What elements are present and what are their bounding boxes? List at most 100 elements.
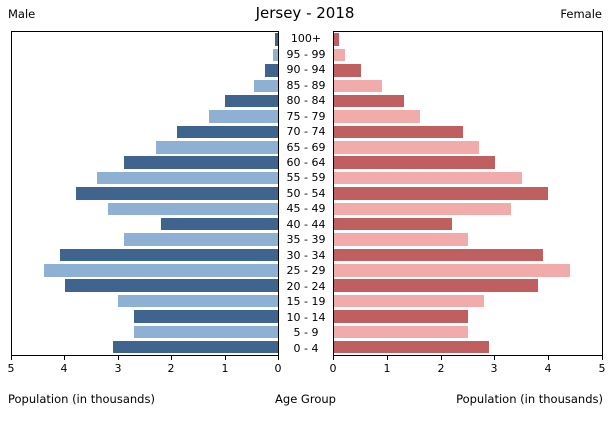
female-bar-row <box>334 201 602 216</box>
female-bar <box>334 264 570 277</box>
male-bar-row <box>12 278 278 293</box>
age-group-label: 85 - 89 <box>286 78 326 92</box>
center-axis-title: Age Group <box>275 392 336 406</box>
chart-title: Jersey - 2018 <box>255 4 355 22</box>
female-bar-row <box>334 340 602 355</box>
age-group-label: 30 - 34 <box>286 248 326 262</box>
female-bar-row <box>334 217 602 232</box>
female-bar <box>334 248 544 262</box>
age-group-label: 100+ <box>290 32 322 46</box>
female-bar <box>334 187 549 200</box>
male-bar-row <box>12 201 278 216</box>
female-bar-row <box>334 94 602 109</box>
male-bar-row <box>12 32 278 47</box>
male-bar <box>43 264 278 277</box>
axis-tick <box>333 356 334 360</box>
female-bar <box>334 294 485 308</box>
axis-tick-label: 1 <box>383 362 391 375</box>
axis-tick-label: 2 <box>437 362 445 375</box>
female-bar <box>334 217 452 231</box>
male-bar-row <box>12 155 278 170</box>
female-bar <box>334 310 468 323</box>
female-bar <box>334 141 479 154</box>
female-plot-area <box>333 31 603 356</box>
male-bar <box>118 294 278 308</box>
axis-tick <box>602 356 603 360</box>
age-group-label: 65 - 69 <box>286 140 326 154</box>
male-bar-row <box>12 170 278 185</box>
male-bar <box>155 141 278 154</box>
female-bar-row <box>334 324 602 339</box>
male-bar-row <box>12 217 278 232</box>
male-bar <box>254 79 278 93</box>
axis-tick-label: 3 <box>490 362 498 375</box>
male-bar <box>107 202 278 216</box>
axis-tick <box>64 356 65 360</box>
female-bar <box>334 94 404 108</box>
age-group-label: 25 - 29 <box>286 264 326 278</box>
male-bar <box>264 64 278 77</box>
axis-tick <box>548 356 549 360</box>
axis-tick <box>171 356 172 360</box>
male-bar <box>123 233 278 246</box>
male-bar <box>123 156 278 169</box>
age-group-label: 15 - 19 <box>286 295 326 309</box>
female-bar-row <box>334 170 602 185</box>
axis-tick-label: 0 <box>329 362 337 375</box>
axis-tick <box>11 356 12 360</box>
female-bar-row <box>334 63 602 78</box>
axis-tick <box>225 356 226 360</box>
age-group-label: 80 - 84 <box>286 94 326 108</box>
age-group-label: 55 - 59 <box>286 171 326 185</box>
male-bar <box>134 325 278 339</box>
female-bar-row <box>334 78 602 93</box>
female-bar-row <box>334 140 602 155</box>
axis-tick <box>387 356 388 360</box>
axis-tick-label: 2 <box>167 362 175 375</box>
axis-tick-label: 0 <box>274 362 282 375</box>
female-bars-container <box>334 32 602 355</box>
female-bar <box>334 202 511 216</box>
male-bar-row <box>12 124 278 139</box>
female-bar <box>334 79 383 93</box>
age-group-label: 45 - 49 <box>286 202 326 216</box>
age-group-label: 90 - 94 <box>286 63 326 77</box>
male-bars-container <box>12 32 278 355</box>
male-bar <box>59 248 278 262</box>
female-bar <box>334 340 490 354</box>
male-bar <box>134 310 278 323</box>
age-group-label: 50 - 54 <box>286 186 326 200</box>
male-bar <box>176 125 278 139</box>
female-bar-row <box>334 155 602 170</box>
age-group-label: 40 - 44 <box>286 217 326 231</box>
age-group-axis: 100+ 95 - 99 90 - 94 85 - 89 80 - 84 75 - 79 7… <box>279 31 333 356</box>
axis-tick-label: 3 <box>114 362 122 375</box>
male-side-label: Male <box>8 7 36 21</box>
male-bar <box>275 33 278 46</box>
age-group-label: 70 - 74 <box>286 125 326 139</box>
male-bar-row <box>12 263 278 278</box>
axis-tick <box>441 356 442 360</box>
female-x-axis: 0 1 2 3 4 5 <box>330 356 606 380</box>
female-bar-row <box>334 109 602 124</box>
axis-tick-label: 1 <box>221 362 229 375</box>
female-bar-row <box>334 309 602 324</box>
male-bar-row <box>12 47 278 62</box>
age-group-label: 20 - 24 <box>286 279 326 293</box>
male-bar-row <box>12 340 278 355</box>
male-bar-row <box>12 94 278 109</box>
axis-tick-label: 5 <box>7 362 15 375</box>
female-bar <box>334 110 420 123</box>
male-bar <box>113 340 278 354</box>
axis-tick <box>278 356 279 360</box>
male-bar-row <box>12 309 278 324</box>
female-bar <box>334 64 361 77</box>
female-bar-row <box>334 263 602 278</box>
female-bar <box>334 171 522 185</box>
male-bar <box>208 110 278 123</box>
age-group-label: 95 - 99 <box>286 47 326 61</box>
male-bar <box>75 187 278 200</box>
age-group-label: 5 - 9 <box>293 326 319 340</box>
axis-tick <box>494 356 495 360</box>
